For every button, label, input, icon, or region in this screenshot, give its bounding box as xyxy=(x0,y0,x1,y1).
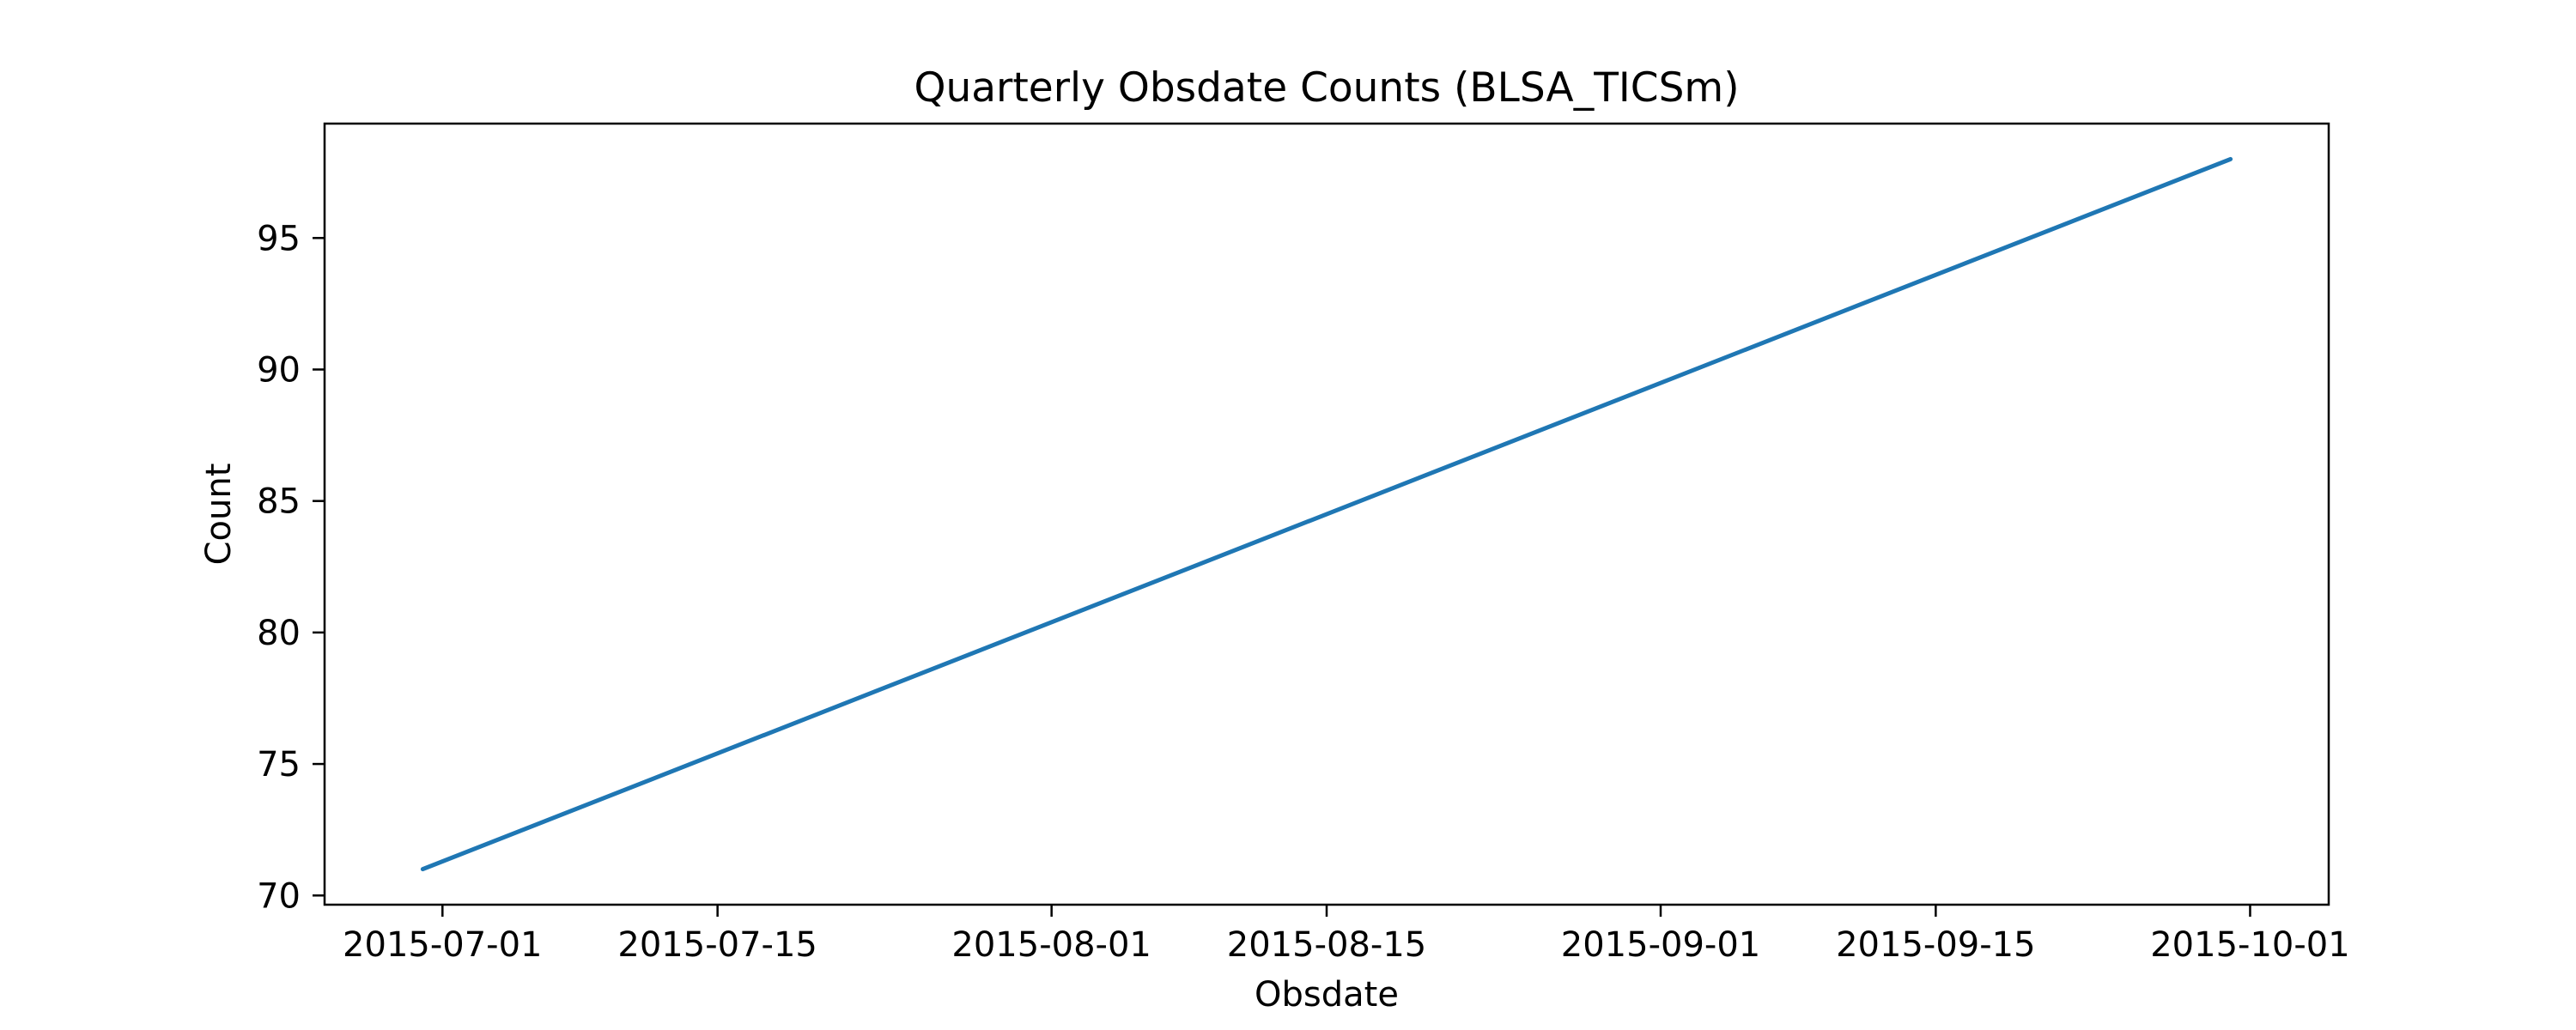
y-axis: 70 75 80 85 90 95 xyxy=(257,219,325,916)
series-line-0 xyxy=(420,156,2233,872)
y-axis-label: Count xyxy=(199,464,239,566)
y-tick-label: 95 xyxy=(257,219,301,258)
x-tick-label: 2015-07-15 xyxy=(617,925,817,965)
x-tick-label: 2015-09-15 xyxy=(1836,925,2035,965)
x-tick-label: 2015-07-01 xyxy=(343,925,542,965)
chart-title: Quarterly Obsdate Counts (BLSA_TICSm) xyxy=(914,64,1739,112)
y-tick-label: 70 xyxy=(257,876,301,916)
x-axis: 2015-07-01 2015-07-15 2015-08-01 2015-08-15… xyxy=(343,905,2350,965)
x-axis-label: Obsdate xyxy=(1255,975,1399,1015)
y-tick-label: 85 xyxy=(257,482,301,522)
y-tick-label: 90 xyxy=(257,350,301,390)
y-tick-label: 80 xyxy=(257,614,301,653)
y-tick-label: 75 xyxy=(257,745,301,785)
x-tick-label: 2015-10-01 xyxy=(2150,925,2349,965)
x-tick-label: 2015-08-01 xyxy=(951,925,1151,965)
marks-layer xyxy=(420,156,2233,872)
x-tick-label: 2015-09-01 xyxy=(1561,925,1760,965)
x-tick-label: 2015-08-15 xyxy=(1227,925,1426,965)
